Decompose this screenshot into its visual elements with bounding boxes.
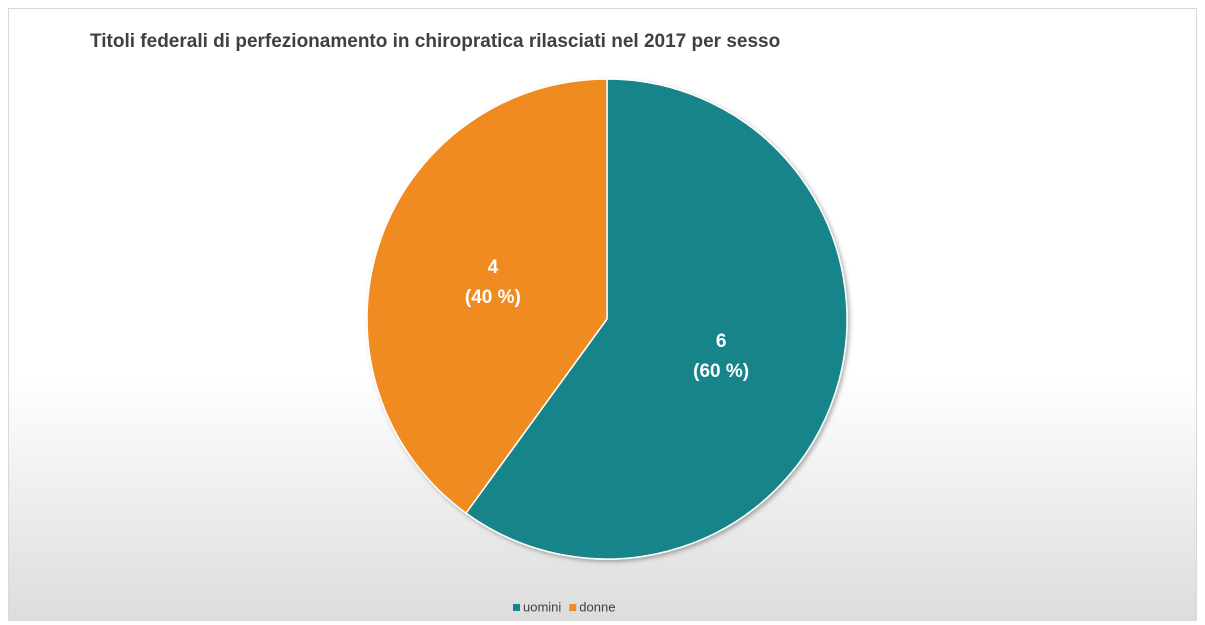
pie-slice xyxy=(464,78,848,560)
percent-label: (60 %) xyxy=(693,361,749,382)
legend-swatch xyxy=(569,604,577,611)
data-label: 4 xyxy=(488,257,499,278)
legend-swatch xyxy=(513,604,520,611)
chart-title: Titoli federali di perfezionamento in ch… xyxy=(90,31,780,52)
percent-label: (40 %) xyxy=(465,287,521,308)
legend-label: donne xyxy=(579,599,615,614)
pie xyxy=(366,78,848,560)
legend-label: uomini xyxy=(523,599,561,614)
data-label: 6 xyxy=(716,331,727,352)
pie-slice xyxy=(366,78,608,515)
